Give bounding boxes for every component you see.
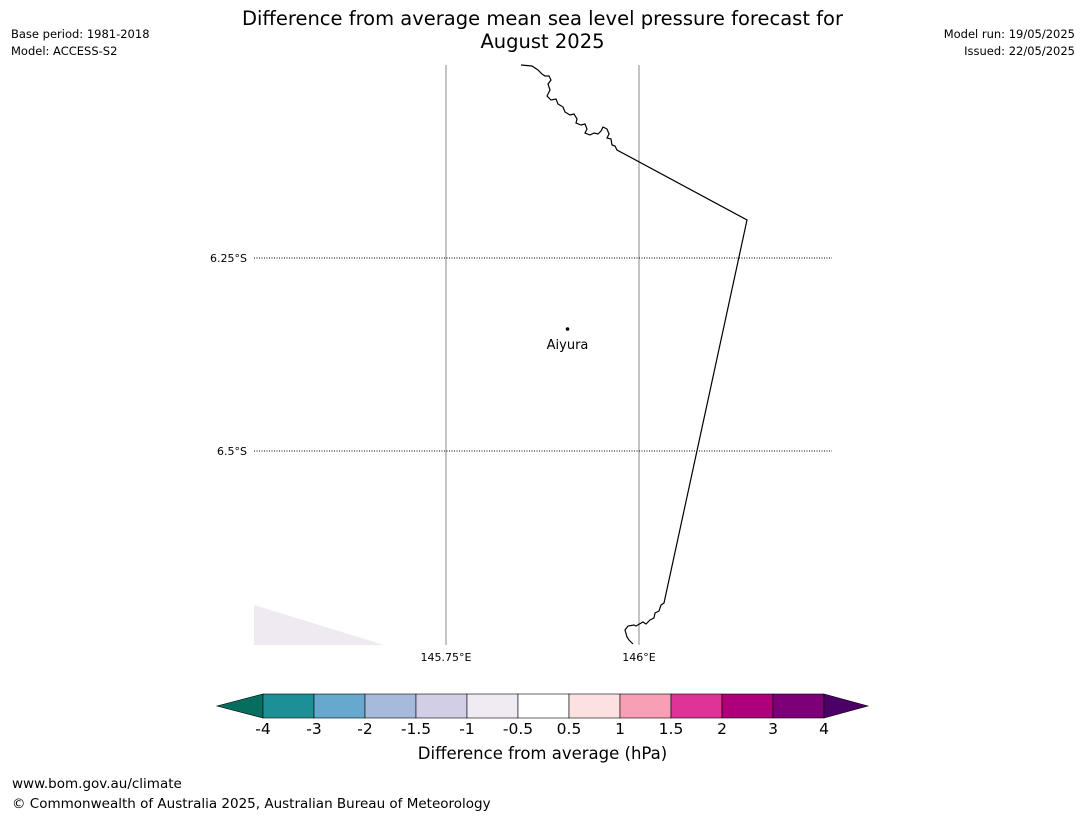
colorbar-tick-label: 0.5 [556, 720, 582, 738]
pressure-shading [254, 605, 384, 645]
map-title: Difference from average mean sea level p… [0, 7, 1085, 53]
colorbar-swatch [313, 693, 366, 719]
colorbar-tick-label: -4 [255, 720, 271, 738]
footer-url[interactable]: www.bom.gov.au/climate [12, 776, 182, 792]
colorbar-tick-label: 1 [615, 720, 625, 738]
colorbar-extend-under [215, 693, 264, 719]
meta-right: Model run: 19/05/2025 Issued: 22/05/2025 [944, 26, 1075, 60]
aiyura-marker [565, 327, 570, 331]
colorbar-tick-label: -3 [306, 720, 322, 738]
colorbar-swatch [670, 693, 723, 719]
colorbar-tick-label: 2 [717, 720, 727, 738]
colorbar-swatch [568, 693, 621, 719]
colorbar-swatch [619, 693, 672, 719]
lat-label-6-5: 6.5°S [217, 445, 247, 458]
colorbar-tick-label: -1.5 [400, 720, 432, 738]
colorbar-tick-label: -0.5 [502, 720, 534, 738]
colorbar-swatch [415, 693, 468, 719]
issued-text: Issued: 22/05/2025 [964, 44, 1075, 58]
colorbar-swatch [262, 693, 315, 719]
colorbar-swatch [466, 693, 519, 719]
colorbar-tick-label: 4 [819, 720, 829, 738]
title-line-1: Difference from average mean sea level p… [242, 7, 843, 30]
colorbar-tick-label: -1 [459, 720, 475, 738]
colorbar-tick-label: 3 [768, 720, 778, 738]
model-run-text: Model run: 19/05/2025 [943, 27, 1075, 41]
colorbar-swatch [772, 693, 825, 719]
meta-left: Base period: 1981-2018 Model: ACCESS-S2 [11, 26, 150, 60]
region-boundary [520, 64, 748, 645]
lat-label-6-25: 6.25°S [210, 252, 247, 265]
place-label-aiyura: Aiyura [547, 338, 589, 353]
model-text: Model: ACCESS-S2 [11, 44, 118, 58]
colorbar-tick-label: 1.5 [658, 720, 684, 738]
lon-label-146: 146°E [622, 651, 655, 664]
colorbar-label: Difference from average (hPa) [417, 744, 668, 763]
colorbar-tick-label: -2 [357, 720, 373, 738]
colorbar-swatch [364, 693, 417, 719]
base-period-text: Base period: 1981-2018 [11, 27, 150, 41]
footer-copyright: © Commonwealth of Australia 2025, Austra… [12, 796, 491, 812]
title-line-2: August 2025 [480, 30, 605, 53]
colorbar [215, 693, 870, 719]
colorbar-swatch [517, 693, 570, 719]
colorbar-extend-over [823, 693, 870, 719]
colorbar-swatch [721, 693, 774, 719]
lon-label-145-75: 145.75°E [421, 651, 472, 664]
